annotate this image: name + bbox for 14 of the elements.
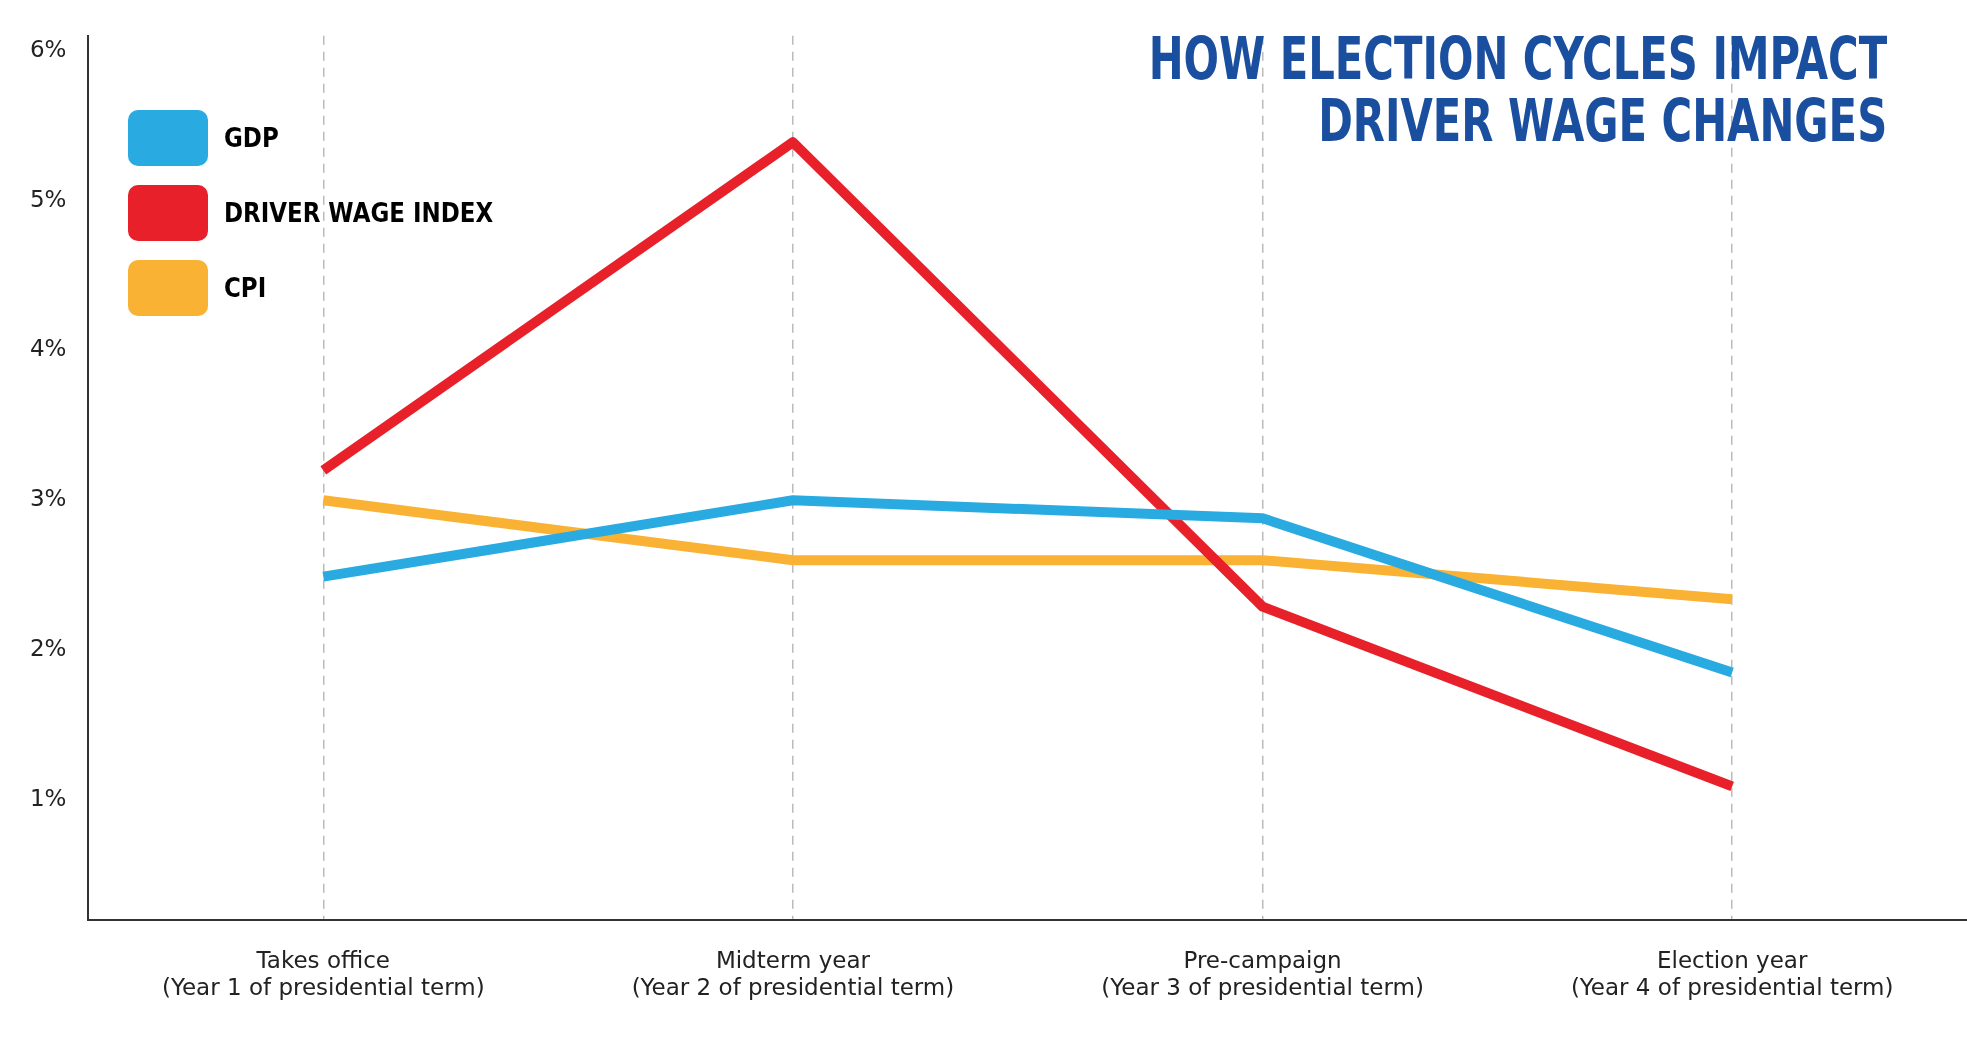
chart-title: HOW ELECTION CYCLES IMPACT DRIVER WAGE CHANGES xyxy=(1148,25,1887,155)
x-tick-label: Pre-campaign (Year 3 of presidential term) xyxy=(1101,946,1424,1001)
legend-label: GDP xyxy=(224,122,279,153)
y-tick-label: 6% xyxy=(29,35,67,62)
y-tick-label: 5% xyxy=(29,185,67,212)
y-tick-label: 1% xyxy=(29,784,67,811)
x-tick-label: Election year (Year 4 of presidential term) xyxy=(1570,946,1894,1001)
legend-label: CPI xyxy=(224,272,267,303)
legend-label: DRIVER WAGE INDEX xyxy=(224,197,494,228)
y-tick-label: 4% xyxy=(29,335,67,362)
x-tick-label: Takes office (Year 1 of presidential term) xyxy=(162,946,485,1001)
y-tick-label: 3% xyxy=(29,485,67,512)
x-tick-label: Midterm year (Year 2 of presidential term) xyxy=(631,946,955,1001)
y-tick-label: 2% xyxy=(29,635,67,662)
